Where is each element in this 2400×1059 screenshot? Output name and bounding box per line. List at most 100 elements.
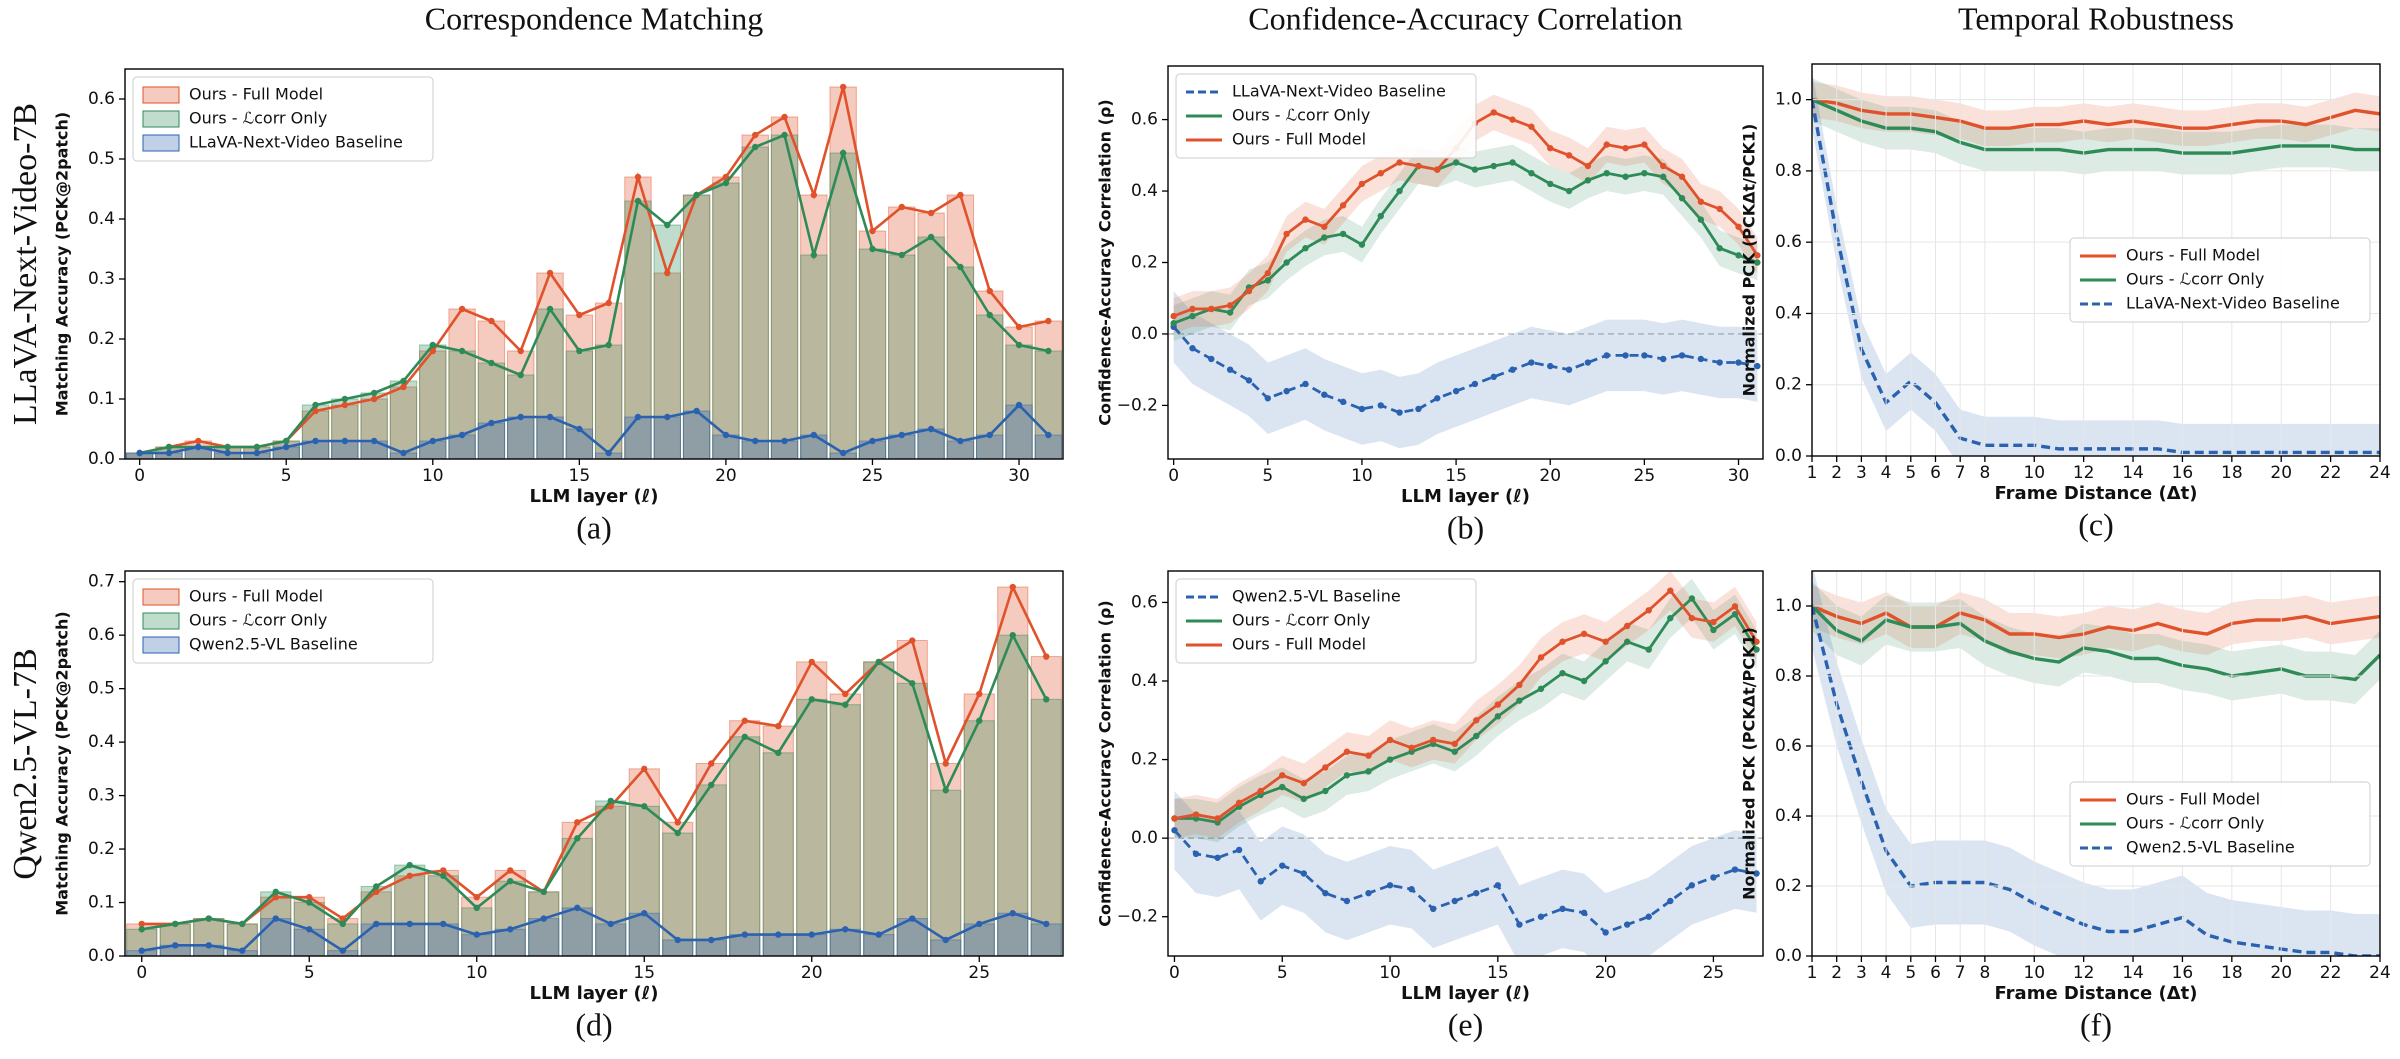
point [869, 245, 876, 253]
point [927, 209, 935, 217]
x-tick-label: 25 [1634, 466, 1656, 486]
series-line [1174, 596, 1758, 824]
point [440, 867, 447, 874]
point [283, 443, 290, 451]
point [1641, 141, 1648, 148]
point [752, 437, 759, 445]
x-tick-label: 8 [1979, 463, 1990, 483]
point [810, 431, 818, 439]
legend-box [132, 76, 434, 162]
point [473, 931, 480, 938]
bar [494, 880, 526, 956]
x-tick-label: 15 [1487, 963, 1509, 983]
point [674, 936, 681, 944]
bar [762, 752, 794, 956]
bar [858, 248, 887, 459]
y-tick-label: 0.2 [1131, 750, 1158, 770]
point [1559, 669, 1566, 677]
point [1753, 870, 1760, 877]
point [507, 867, 514, 874]
bar [888, 254, 916, 459]
point [810, 251, 818, 259]
point [1235, 799, 1243, 806]
y-tick-label: 1.0 [1775, 90, 1802, 110]
point [272, 888, 279, 896]
legend-swatch [142, 636, 180, 654]
bar [477, 320, 506, 459]
y-axis-label: Confidence-Accuracy Correlation (ρ) [1096, 99, 1115, 425]
legend-swatch [142, 588, 180, 606]
point [576, 425, 583, 433]
x-tick-label: 1 [1807, 963, 1818, 983]
point [546, 413, 554, 421]
point [1009, 910, 1016, 917]
point [1434, 166, 1441, 173]
bar [394, 875, 426, 956]
point [172, 920, 179, 928]
point [1300, 779, 1308, 787]
point [1584, 359, 1592, 366]
point [752, 143, 759, 151]
point [664, 221, 671, 229]
point [440, 920, 447, 928]
y-tick-label: 0.8 [1775, 161, 1802, 181]
x-tick-label: 22 [2320, 963, 2342, 983]
legend-box [1175, 73, 1477, 159]
x-tick-label: 20 [2270, 463, 2292, 483]
bar [595, 923, 627, 956]
point [942, 936, 949, 944]
point [1623, 638, 1631, 645]
bar [594, 344, 623, 459]
point [1386, 736, 1394, 744]
point [1603, 169, 1610, 177]
bar [863, 661, 895, 956]
point [1753, 646, 1760, 653]
bar [762, 934, 794, 956]
point [1537, 654, 1545, 661]
point [1226, 366, 1234, 373]
point [1189, 312, 1196, 320]
point [458, 305, 466, 313]
point [400, 377, 407, 385]
confidence-band [1173, 144, 1758, 342]
x-tick-label: 1 [1807, 463, 1818, 483]
y-axis-label: Normalized PCK (PCKΔt/PCK1) [1740, 627, 1759, 900]
y-axis-label: Matching Accuracy (PCK@2patch) [53, 611, 72, 915]
point [312, 401, 319, 409]
point [839, 83, 847, 91]
point [752, 131, 759, 139]
bar [628, 805, 660, 956]
column-title: Confidence-Accuracy Correlation [1248, 0, 1682, 36]
y-axis-label: Normalized PCK (PCKΔt/PCK1) [1740, 124, 1759, 397]
x-tick-label: 15 [569, 466, 591, 486]
bar [528, 891, 560, 956]
x-tick-label: 12 [2073, 963, 2095, 983]
point [1667, 587, 1674, 594]
y-tick-label: 0.2 [88, 839, 115, 859]
point [1245, 287, 1253, 295]
point [406, 872, 413, 879]
point [927, 425, 935, 433]
y-tick-label: 0.4 [1775, 806, 1802, 826]
point [1208, 305, 1215, 313]
point [1396, 187, 1403, 195]
point [1710, 626, 1717, 634]
legend-box [132, 578, 434, 664]
point [1516, 681, 1523, 689]
point [927, 233, 935, 241]
point [1358, 405, 1366, 413]
x-tick-label: 14 [2122, 463, 2144, 483]
bar [930, 789, 962, 956]
point [839, 149, 847, 157]
point [1580, 677, 1588, 685]
bar [331, 404, 359, 459]
point [1343, 897, 1351, 905]
x-tick-label: 20 [1539, 466, 1561, 486]
bar [917, 428, 945, 459]
point [1396, 409, 1403, 416]
point [1322, 764, 1329, 771]
bar [561, 837, 593, 956]
point [339, 920, 346, 928]
point [1451, 897, 1458, 905]
y-tick-label: 0.3 [88, 269, 115, 289]
